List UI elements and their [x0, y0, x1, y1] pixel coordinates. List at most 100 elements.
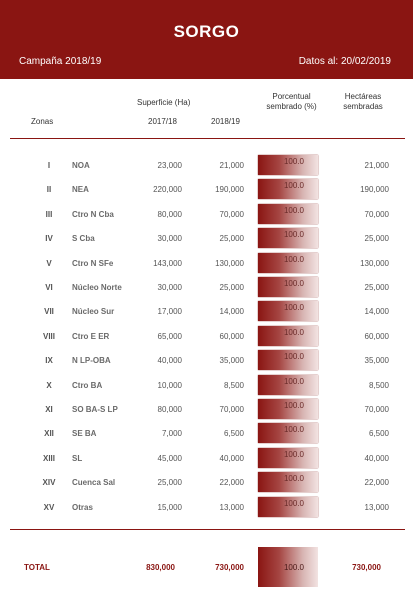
- report-title: SORGO: [173, 22, 240, 41]
- area-2017: 143,000: [153, 259, 182, 268]
- zone-number: I: [47, 161, 51, 170]
- percentage-bar: 100.0: [258, 204, 318, 224]
- total-label: TOTAL: [24, 563, 50, 572]
- zone-name: S Cba: [72, 234, 95, 243]
- percentage-value: 100.0: [283, 303, 304, 312]
- zone-number: XI: [45, 405, 53, 414]
- hectareas-sembradas: 130,000: [360, 259, 389, 268]
- total-hectareas: 730,000: [352, 563, 381, 572]
- year-2018-header: 2018/19: [211, 117, 240, 126]
- area-2018: 60,000: [219, 332, 244, 341]
- percentage-value: 100.0: [283, 279, 304, 288]
- total-2018: 730,000: [215, 563, 244, 572]
- superficie-header: Superficie (Ha): [137, 98, 191, 107]
- area-2017: 65,000: [157, 332, 182, 341]
- area-2018: 13,000: [219, 503, 244, 512]
- percentage-bar: 100.0: [258, 228, 318, 248]
- area-2017: 220,000: [153, 185, 182, 194]
- percentage-value: 100.0: [283, 157, 304, 166]
- zone-name: SE BA: [72, 429, 97, 438]
- area-2017: 25,000: [157, 478, 182, 487]
- zone-name: NEA: [72, 185, 89, 194]
- percentage-value: 100.0: [283, 352, 304, 361]
- header-divider: [10, 138, 405, 139]
- percentage-value: 100.0: [283, 425, 304, 434]
- zone-number: XII: [44, 429, 54, 438]
- percentage-bar: 100.0: [258, 253, 318, 273]
- zone-number: III: [45, 210, 53, 219]
- area-2017: 7,000: [161, 429, 182, 438]
- area-2018: 190,000: [215, 185, 244, 194]
- data-date-label: Datos al: 20/02/2019: [298, 56, 391, 67]
- porcentual-header: Porcentual sembrado (%): [264, 92, 319, 112]
- campaign-label: Campaña 2018/19: [19, 56, 102, 67]
- percentage-value: 100.0: [283, 255, 304, 264]
- percentage-bar: 100.0: [258, 301, 318, 321]
- hectareas-sembradas: 25,000: [364, 234, 389, 243]
- area-2018: 25,000: [219, 283, 244, 292]
- area-2018: 40,000: [219, 454, 244, 463]
- area-2017: 40,000: [157, 356, 182, 365]
- area-2018: 21,000: [219, 161, 244, 170]
- area-2017: 15,000: [157, 503, 182, 512]
- area-2017: 23,000: [157, 161, 182, 170]
- area-2017: 30,000: [157, 234, 182, 243]
- area-2017: 80,000: [157, 210, 182, 219]
- hectareas-header-line1: Hectáreas: [344, 92, 382, 101]
- hectareas-sembradas: 70,000: [364, 210, 389, 219]
- zone-name: Otras: [72, 503, 93, 512]
- zone-number: XV: [43, 503, 55, 512]
- zone-name: Ctro E ER: [72, 332, 110, 341]
- hectareas-sembradas: 21,000: [364, 161, 389, 170]
- hectareas-sembradas: 8,500: [368, 381, 389, 390]
- zone-number: VIII: [42, 332, 55, 341]
- zone-name: Núcleo Norte: [72, 283, 122, 292]
- zone-number: II: [46, 185, 52, 194]
- percentage-bar: 100.0: [258, 375, 318, 395]
- percentage-value: 100.0: [283, 401, 304, 410]
- zone-name: SL: [72, 454, 83, 463]
- zone-number: X: [46, 381, 52, 390]
- hectareas-sembradas: 60,000: [364, 332, 389, 341]
- area-2018: 70,000: [219, 210, 244, 219]
- zone-number: IV: [45, 234, 53, 243]
- porcentual-header-line1: Porcentual: [272, 92, 311, 101]
- zone-number: VI: [45, 283, 53, 292]
- percentage-value: 100.0: [283, 499, 304, 508]
- area-2017: 45,000: [157, 454, 182, 463]
- porcentual-header-line2: sembrado (%): [266, 102, 317, 111]
- zone-name: N LP-OBA: [72, 356, 111, 365]
- area-2018: 8,500: [223, 381, 244, 390]
- table-divider: [10, 529, 405, 530]
- area-2018: 70,000: [219, 405, 244, 414]
- hectareas-sembradas: 25,000: [364, 283, 389, 292]
- percentage-bar: 100.0: [258, 350, 318, 370]
- zone-number: XIV: [42, 478, 56, 487]
- percentage-value: 100.0: [283, 474, 304, 483]
- percentage-bar: 100.0: [258, 448, 318, 468]
- area-2017: 80,000: [157, 405, 182, 414]
- area-2018: 22,000: [219, 478, 244, 487]
- hectareas-sembradas: 35,000: [364, 356, 389, 365]
- hectareas-sembradas: 14,000: [364, 307, 389, 316]
- zone-name: Ctro N Cba: [72, 210, 114, 219]
- percentage-bar: 100.0: [258, 179, 318, 199]
- area-2018: 14,000: [219, 307, 244, 316]
- report-header: SORGO Campaña 2018/19 Datos al: 20/02/20…: [0, 0, 413, 79]
- hectareas-sembradas: 40,000: [364, 454, 389, 463]
- hectareas-sembradas: 13,000: [364, 503, 389, 512]
- hectareas-header: Hectáreas sembradas: [333, 92, 393, 112]
- zonas-header: Zonas: [31, 117, 54, 126]
- total-percentage-value: 100.0: [283, 563, 304, 572]
- percentage-bar: 100.0: [258, 472, 318, 492]
- percentage-value: 100.0: [283, 450, 304, 459]
- area-2017: 10,000: [157, 381, 182, 390]
- zone-name: SO BA-S LP: [72, 405, 118, 414]
- total-percentage-bar: 100.0: [258, 547, 318, 587]
- percentage-bar: 100.0: [258, 155, 318, 175]
- zone-number: VII: [44, 307, 54, 316]
- percentage-value: 100.0: [283, 181, 304, 190]
- zone-name: Ctro N SFe: [72, 259, 114, 268]
- area-2017: 30,000: [157, 283, 182, 292]
- percentage-bar: 100.0: [258, 326, 318, 346]
